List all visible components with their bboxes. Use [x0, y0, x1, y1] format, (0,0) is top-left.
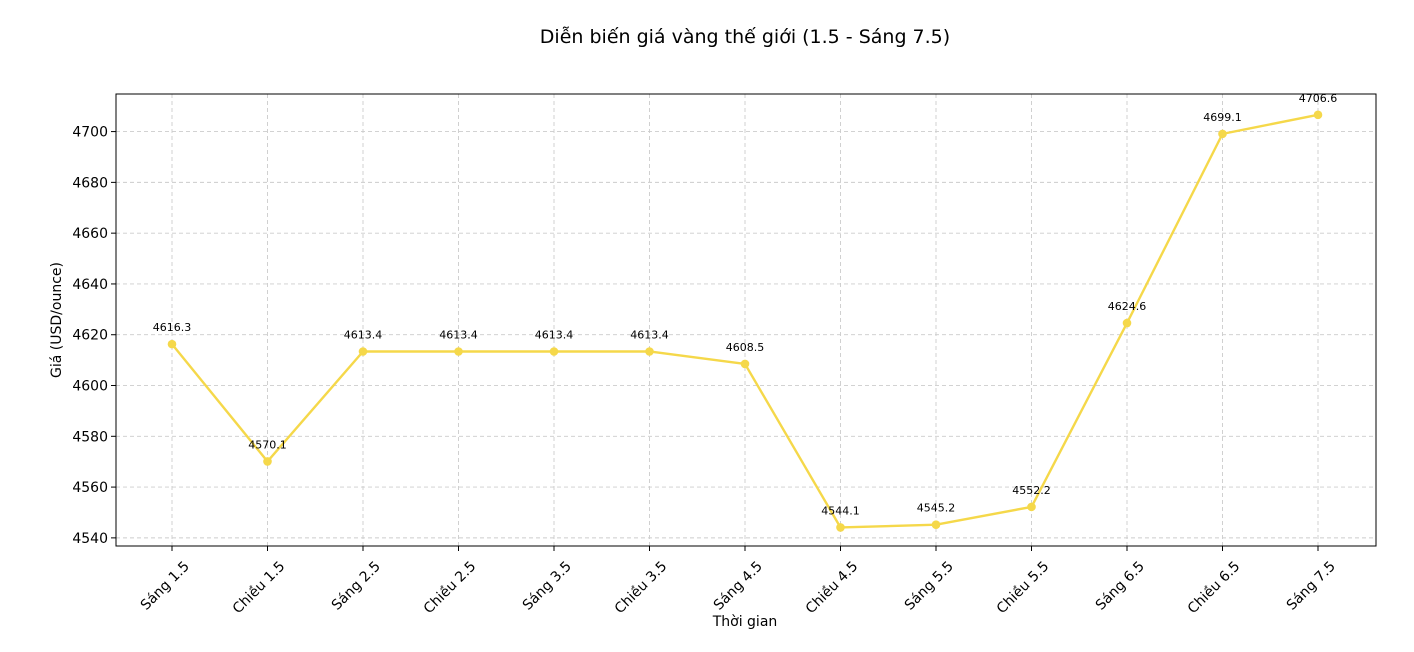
y-tick-label: 4600 [72, 379, 108, 395]
data-label: 4613.4 [439, 328, 478, 341]
data-label: 4544.1 [821, 504, 860, 517]
data-label: 4613.4 [535, 328, 574, 341]
x-tick-label: Chiều 4.5 [802, 558, 861, 617]
y-tick-label: 4700 [72, 125, 108, 141]
data-point [1313, 110, 1323, 120]
x-tick-label: Sáng 3.5 [520, 559, 575, 614]
x-tick-label: Chiều 6.5 [1184, 558, 1243, 617]
chart-title: Diễn biến giá vàng thế giới (1.5 - Sáng … [540, 25, 950, 48]
data-label: 4613.4 [630, 328, 669, 341]
data-point [263, 457, 272, 466]
data-label: 4545.2 [917, 502, 956, 515]
y-axis: 4540 4560 4580 4600 4620 4640 4660 4680 4700 [72, 125, 116, 547]
data-point [740, 359, 750, 369]
data-label: 4608.5 [726, 341, 765, 354]
series-line [167, 110, 1323, 532]
x-tick-label: Sáng 6.5 [1093, 559, 1148, 614]
x-tick-label: Sáng 7.5 [1284, 559, 1339, 614]
data-label: 4616.3 [153, 321, 192, 334]
y-axis-label: Giá (USD/ounce) [49, 262, 65, 378]
x-axis: Sáng 1.5 Chiều 1.5 Sáng 2.5 Chiều 2.5 Sáng 3… [138, 546, 1339, 617]
y-tick-label: 4580 [72, 429, 108, 445]
data-point [549, 347, 559, 356]
data-point [1218, 129, 1227, 139]
data-label: 4706.6 [1299, 92, 1338, 105]
data-label: 4613.4 [344, 328, 383, 341]
grid [116, 94, 1376, 546]
x-tick-label: Chiều 2.5 [420, 558, 479, 617]
x-tick-label: Sáng 1.5 [138, 559, 193, 614]
data-label: 4552.2 [1012, 484, 1051, 497]
data-point [167, 339, 177, 349]
data-point [1027, 502, 1036, 512]
data-label: 4624.6 [1108, 300, 1147, 313]
data-point [358, 347, 368, 356]
x-tick-label: Sáng 4.5 [711, 559, 766, 614]
data-labels: 4616.3 4570.1 4613.4 4613.4 4613.4 4613.4 4608… [153, 92, 1338, 518]
y-tick-label: 4680 [72, 175, 108, 191]
x-tick-label: Chiều 3.5 [611, 558, 670, 617]
data-point [645, 347, 654, 356]
y-tick-label: 4620 [72, 328, 108, 344]
y-tick-label: 4540 [72, 531, 108, 547]
plot-frame [115, 93, 1377, 547]
x-tick-label: Sáng 5.5 [902, 559, 957, 614]
y-tick-label: 4660 [72, 226, 108, 242]
x-tick-label: Sáng 2.5 [329, 559, 384, 614]
data-label: 4570.1 [248, 438, 287, 451]
data-point [836, 523, 845, 532]
x-tick-label: Chiều 5.5 [993, 558, 1052, 617]
y-tick-label: 4640 [72, 277, 108, 293]
data-point [454, 347, 463, 356]
data-point [1122, 318, 1132, 328]
x-tick-label: Chiều 1.5 [229, 558, 288, 617]
x-axis-label: Thời gian [712, 614, 778, 630]
y-tick-label: 4560 [72, 480, 108, 496]
data-point [931, 520, 941, 529]
data-label: 4699.1 [1203, 111, 1242, 124]
